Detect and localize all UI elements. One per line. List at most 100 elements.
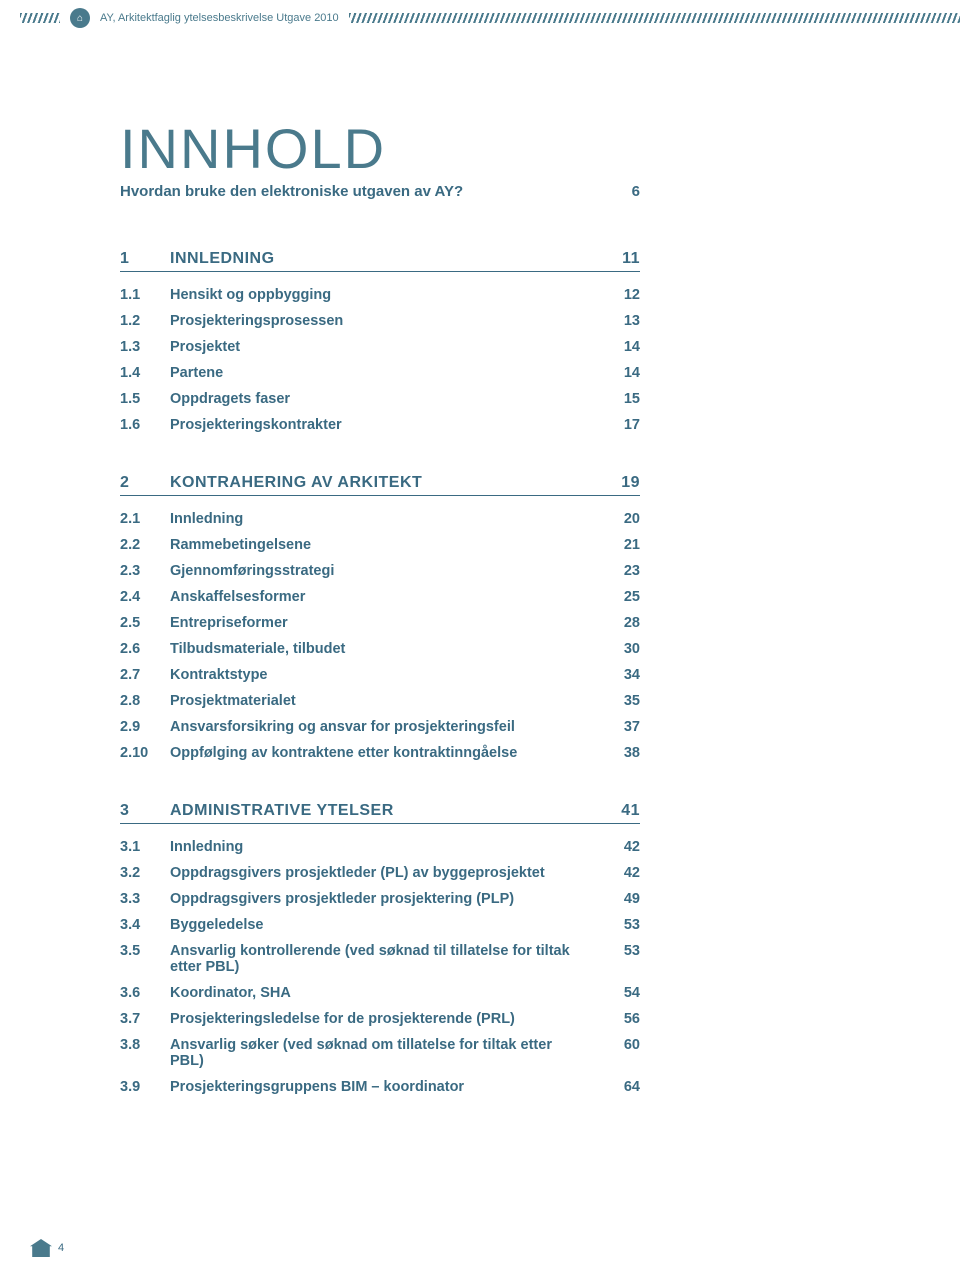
toc-row[interactable]: 2.9Ansvarsforsikring og ansvar for prosj… [120,714,640,740]
toc-row[interactable]: 2.10Oppfølging av kontraktene etter kont… [120,740,640,766]
toc-title: Prosjekteringsprosessen [170,313,600,329]
toc-page: 53 [600,917,640,933]
toc-title: Oppdragets faser [170,391,600,407]
toc-num: 1.1 [120,287,170,303]
toc-num: 1.2 [120,313,170,329]
toc-page: 56 [600,1011,640,1027]
toc-page: 53 [600,943,640,975]
toc-title: Kontraktstype [170,667,600,683]
toc-row[interactable]: 3.6Koordinator, SHA54 [120,980,640,1006]
toc-num: 3.1 [120,839,170,855]
table-of-contents: 1INNLEDNING111.1Hensikt og oppbygging121… [120,250,840,1100]
toc-row[interactable]: 2.6Tilbudsmateriale, tilbudet30 [120,636,640,662]
toc-row[interactable]: 1.4Partene14 [120,360,640,386]
toc-num: 1.3 [120,339,170,355]
toc-page: 17 [600,417,640,433]
toc-page: 30 [600,641,640,657]
toc-row[interactable]: 3.4Byggeledelse53 [120,912,640,938]
toc-title: Innledning [170,839,600,855]
subtitle-page: 6 [632,183,640,200]
toc-row[interactable]: 3.8Ansvarlig søker (ved søknad om tillat… [120,1032,640,1074]
toc-title: Hensikt og oppbygging [170,287,600,303]
toc-num: 2.3 [120,563,170,579]
toc-row[interactable]: 2.1Innledning20 [120,506,640,532]
section-page: 41 [600,802,640,820]
subtitle-text[interactable]: Hvordan bruke den elektroniske utgaven a… [120,183,463,200]
toc-num: 2.8 [120,693,170,709]
page-header: ⌂ AY, Arkitektfaglig ytelsesbeskrivelse … [0,0,960,36]
subtitle-row: Hvordan bruke den elektroniske utgaven a… [120,183,840,200]
toc-page: 42 [600,839,640,855]
house-icon [30,1239,52,1257]
toc-row[interactable]: 3.7Prosjekteringsledelse for de prosjekt… [120,1006,640,1032]
toc-row[interactable]: 1.1Hensikt og oppbygging12 [120,282,640,308]
toc-num: 2.4 [120,589,170,605]
toc-row[interactable]: 1.2Prosjekteringsprosessen13 [120,308,640,334]
toc-page: 23 [600,563,640,579]
toc-title: Tilbudsmateriale, tilbudet [170,641,600,657]
toc-row[interactable]: 3.2Oppdragsgivers prosjektleder (PL) av … [120,860,640,886]
toc-row[interactable]: 3.1Innledning42 [120,834,640,860]
toc-row[interactable]: 2.3Gjennomføringsstrategi23 [120,558,640,584]
section-title: KONTRAHERING AV ARKITEKT [170,474,600,492]
toc-page: 12 [600,287,640,303]
section-page: 11 [600,250,640,268]
toc-section-header[interactable]: 2KONTRAHERING AV ARKITEKT19 [120,474,640,496]
toc-row[interactable]: 2.4Anskaffelsesformer25 [120,584,640,610]
toc-title: Anskaffelsesformer [170,589,600,605]
toc-row[interactable]: 2.5Entrepriseformer28 [120,610,640,636]
toc-title: Koordinator, SHA [170,985,600,1001]
toc-num: 3.8 [120,1037,170,1069]
toc-title: Oppfølging av kontraktene etter kontrakt… [170,745,600,761]
toc-page: 14 [600,339,640,355]
toc-title: Prosjekteringskontrakter [170,417,600,433]
toc-title: Prosjekteringsledelse for de prosjektere… [170,1011,600,1027]
toc-title: Innledning [170,511,600,527]
toc-num: 3.7 [120,1011,170,1027]
toc-section-header[interactable]: 1INNLEDNING11 [120,250,640,272]
toc-row[interactable]: 2.2Rammebetingelsene21 [120,532,640,558]
toc-title: Ansvarsforsikring og ansvar for prosjekt… [170,719,600,735]
toc-section-header[interactable]: 3ADMINISTRATIVE YTELSER41 [120,802,640,824]
toc-num: 2.2 [120,537,170,553]
toc-page: 42 [600,865,640,881]
toc-title: Oppdragsgivers prosjektleder prosjekteri… [170,891,600,907]
section-num: 1 [120,250,170,268]
toc-row[interactable]: 3.5Ansvarlig kontrollerende (ved søknad … [120,938,640,980]
toc-title: Rammebetingelsene [170,537,600,553]
toc-page: 37 [600,719,640,735]
toc-page: 14 [600,365,640,381]
toc-title: Oppdragsgivers prosjektleder (PL) av byg… [170,865,600,881]
toc-title: Ansvarlig søker (ved søknad om tillatels… [170,1037,600,1069]
toc-page: 25 [600,589,640,605]
logo-icon: ⌂ [70,8,90,28]
toc-num: 2.10 [120,745,170,761]
toc-title: Prosjekteringsgruppens BIM – koordinator [170,1079,600,1095]
section-page: 19 [600,474,640,492]
toc-row[interactable]: 3.9Prosjekteringsgruppens BIM – koordina… [120,1074,640,1100]
toc-num: 3.4 [120,917,170,933]
toc-page: 35 [600,693,640,709]
toc-row[interactable]: 1.5Oppdragets faser15 [120,386,640,412]
toc-row[interactable]: 2.7Kontraktstype34 [120,662,640,688]
toc-num: 3.5 [120,943,170,975]
toc-row[interactable]: 3.3Oppdragsgivers prosjektleder prosjekt… [120,886,640,912]
hatch-decoration-right [349,13,960,23]
page-title: INNHOLD [120,116,840,181]
toc-num: 1.4 [120,365,170,381]
toc-num: 2.1 [120,511,170,527]
toc-title: Partene [170,365,600,381]
toc-title: Entrepriseformer [170,615,600,631]
toc-row[interactable]: 2.8Prosjektmaterialet35 [120,688,640,714]
section-num: 3 [120,802,170,820]
toc-row[interactable]: 1.6Prosjekteringskontrakter17 [120,412,640,438]
toc-num: 3.9 [120,1079,170,1095]
toc-page: 54 [600,985,640,1001]
section-title: INNLEDNING [170,250,600,268]
toc-row[interactable]: 1.3Prosjektet14 [120,334,640,360]
toc-page: 60 [600,1037,640,1069]
toc-page: 49 [600,891,640,907]
hatch-decoration-left [20,13,60,23]
toc-title: Byggeledelse [170,917,600,933]
page-number: 4 [58,1242,64,1254]
